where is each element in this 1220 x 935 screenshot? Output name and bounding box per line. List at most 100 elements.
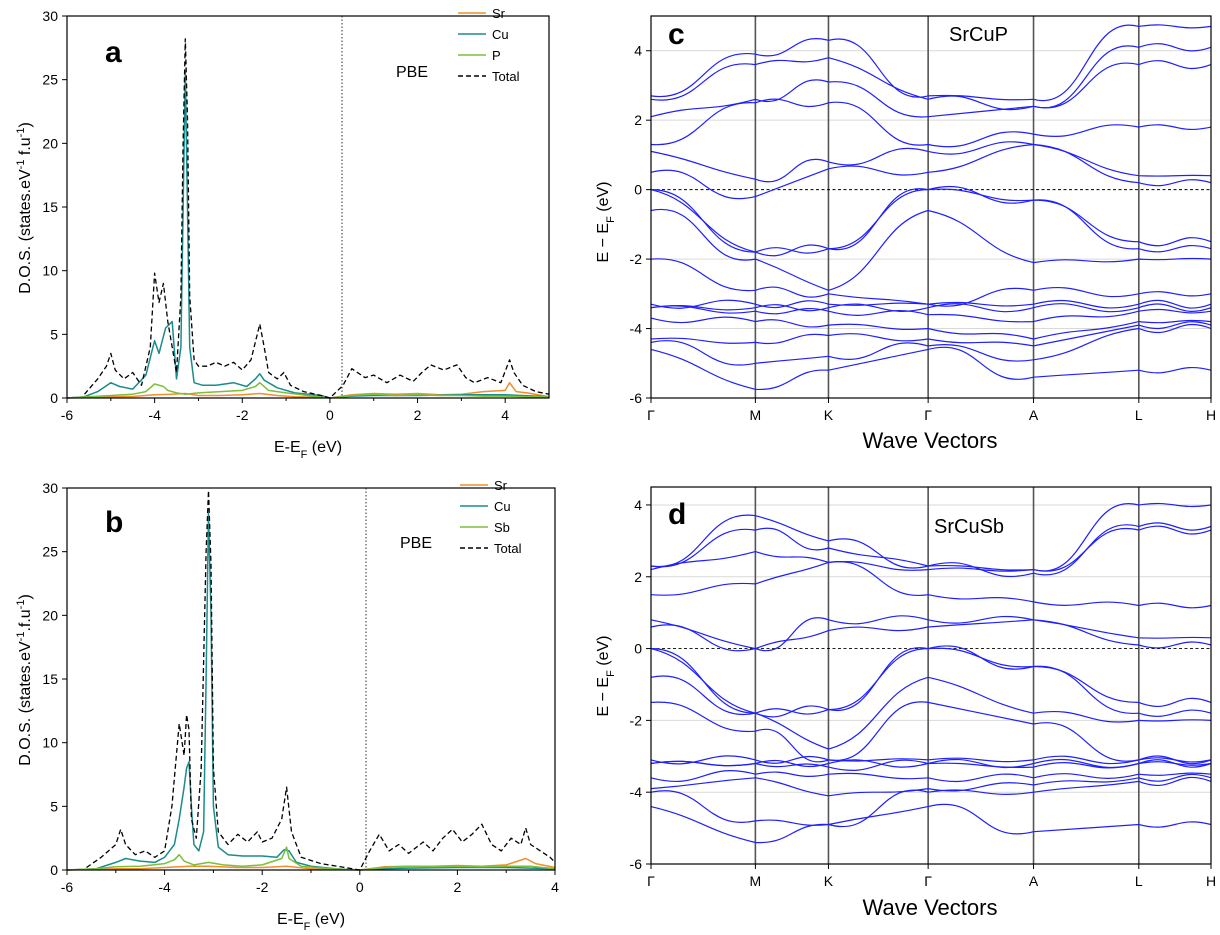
- panel-label-b: b: [105, 506, 123, 539]
- band-line: [650, 701, 1212, 763]
- y-tick-label: 5: [50, 326, 58, 342]
- k-point-label: M: [750, 873, 762, 889]
- legend-label-sr: Sr: [494, 478, 508, 493]
- band-line: [650, 803, 1212, 844]
- y-tick-label: -4: [630, 784, 643, 800]
- dos-line-total: [86, 489, 556, 871]
- y-axis-label: D.O.S. (states.eV-1.f.u-1): [15, 594, 34, 766]
- band-line: [650, 502, 1212, 572]
- band-line: [650, 675, 1212, 750]
- band-line: [650, 776, 1212, 828]
- band-line: [650, 773, 1212, 797]
- dos-line-total: [84, 38, 550, 399]
- x-tick-label: -6: [61, 407, 74, 423]
- y-tick-label: 25: [42, 72, 58, 88]
- k-point-label: Γ: [924, 873, 932, 889]
- x-tick-label: -4: [148, 407, 161, 423]
- k-point-label: A: [1029, 873, 1039, 889]
- y-tick-label: 20: [42, 607, 58, 623]
- y-tick-label: 2: [634, 112, 642, 128]
- band-line: [650, 258, 1212, 307]
- x-tick-label: 4: [501, 407, 509, 423]
- method-label: PBE: [396, 64, 428, 81]
- band-line: [650, 185, 1212, 257]
- k-point-label: K: [824, 407, 834, 423]
- y-tick-label: -6: [630, 856, 643, 872]
- y-axis-label: E − EF (eV): [595, 636, 617, 717]
- plot-frame: [650, 486, 1212, 865]
- panel-a-dos-chart: -6 -4 -2 0 2 4 0 5 10 15 20 25 30 a PBE Sr Cu P Tot…: [15, 6, 550, 461]
- k-point-label: M: [750, 407, 762, 423]
- y-tick-label: -6: [630, 390, 643, 406]
- material-label: SrCuSb: [934, 516, 1004, 538]
- k-point-label: L: [1135, 873, 1143, 889]
- band-line: [650, 522, 1212, 578]
- k-point-label: A: [1029, 407, 1039, 423]
- band-lines-group: [650, 24, 1212, 390]
- dos-series-group: [66, 38, 550, 399]
- k-point-label: Γ: [924, 407, 932, 423]
- y-tick-label: 4: [634, 43, 642, 59]
- band-line: [650, 24, 1212, 102]
- x-tick-label: -2: [256, 879, 269, 895]
- x-tick-label: 2: [454, 879, 462, 895]
- panel-label-c: c: [668, 18, 685, 51]
- band-line: [650, 303, 1212, 313]
- band-line: [650, 770, 1212, 783]
- y-tick-label: 30: [42, 480, 58, 496]
- band-line: [650, 645, 1212, 718]
- dos-line-sr: [66, 857, 556, 871]
- x-tick-label: -4: [158, 879, 171, 895]
- y-tick-label: 15: [42, 671, 58, 687]
- band-line: [650, 208, 1212, 291]
- k-point-label: H: [1206, 873, 1216, 889]
- legend-label-total: Total: [494, 541, 522, 556]
- band-line: [650, 647, 1212, 717]
- band-line: [650, 525, 1212, 572]
- legend-label-cu: Cu: [494, 499, 511, 514]
- y-tick-label: 15: [42, 199, 58, 215]
- legend-label-total: Total: [492, 69, 520, 84]
- y-tick-label: 0: [50, 390, 58, 406]
- method-label: PBE: [400, 535, 432, 552]
- dos-line-p: [66, 381, 549, 399]
- y-tick-label: -2: [630, 251, 643, 267]
- dos-series-group: [66, 489, 556, 871]
- band-line: [650, 323, 1212, 366]
- legend-label-sb: Sb: [494, 520, 510, 535]
- band-line: [650, 305, 1212, 323]
- panel-c-band-structure: Γ M K Γ A L H -6 -4 -2 0 2 4 c SrCuP E − EF (eV) Wa…: [595, 15, 1216, 453]
- panel-b-dos-chart: -6 -4 -2 0 2 4 0 5 10 15 20 25 30 b PBE Sr Cu Sb To…: [15, 478, 559, 933]
- x-tick-label: 4: [551, 879, 559, 895]
- band-line: [650, 615, 1212, 652]
- panel-label-a: a: [105, 36, 122, 69]
- legend: Sr Cu Sb Total: [460, 478, 522, 556]
- legend: Sr Cu P Total: [458, 6, 520, 84]
- plot-frame: [66, 487, 556, 871]
- x-tick-label: -2: [236, 407, 249, 423]
- panel-label-d: d: [668, 498, 686, 531]
- x-tick-label: 0: [356, 879, 364, 895]
- band-line: [650, 561, 1212, 609]
- x-tick-label: 2: [414, 407, 422, 423]
- band-line: [650, 98, 1212, 148]
- band-line: [650, 619, 1212, 652]
- k-point-label: Γ: [647, 873, 655, 889]
- dos-line-cu: [66, 71, 550, 399]
- band-line: [650, 321, 1212, 347]
- y-axis-label: D.O.S. (states.eV-1 f.u-1): [15, 122, 34, 294]
- y-tick-label: 0: [50, 862, 58, 878]
- band-line: [650, 141, 1212, 183]
- y-tick-label: 10: [42, 735, 58, 751]
- band-line: [650, 346, 1212, 390]
- y-tick-label: 20: [42, 135, 58, 151]
- y-tick-label: 5: [50, 798, 58, 814]
- x-tick-label: 0: [326, 407, 334, 423]
- y-tick-label: 30: [42, 8, 58, 24]
- legend-label-p: P: [492, 48, 501, 63]
- y-tick-label: -2: [630, 712, 643, 728]
- plot-frame: [650, 15, 1212, 399]
- panel-d-band-structure: Γ M K Γ A L H -6 -4 -2 0 2 4 d SrCuSb E − EF (eV) W…: [595, 486, 1216, 920]
- x-axis-label: E-EF (eV): [274, 439, 342, 461]
